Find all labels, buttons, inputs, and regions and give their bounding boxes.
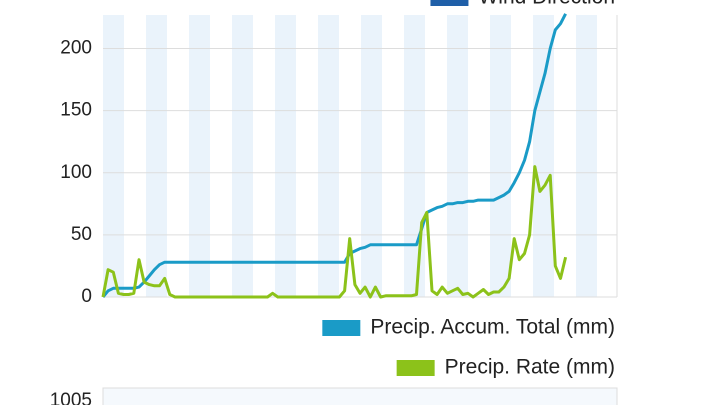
y-tick-label: 200 [60,38,92,59]
day-band [361,15,382,297]
day-band [232,15,253,297]
day-band [490,15,511,297]
day-band [103,15,124,297]
day-band [404,15,425,297]
y-tick-label: 100 [60,162,92,183]
y-tick-label: 150 [60,100,92,121]
series-line [101,13,567,298]
legend-label: Precip. Rate (mm) [445,356,615,379]
legend-label: Wind Direction [478,0,615,9]
day-band [275,15,296,297]
series-line [101,165,568,299]
legend-swatch [322,320,361,336]
day-band [318,15,339,297]
day-band [533,15,554,297]
day-band [576,15,597,297]
lower-plot [102,387,618,405]
legend-swatch [396,360,435,376]
y-tick-label: 1005 [50,390,92,405]
legend-label: Precip. Accum. Total (mm) [370,316,615,339]
y-tick-label: 0 [81,286,92,307]
day-band [447,15,468,297]
day-band [189,15,210,297]
y-tick-label: 50 [71,224,92,245]
legend-swatch [430,0,469,6]
day-band [146,15,167,297]
